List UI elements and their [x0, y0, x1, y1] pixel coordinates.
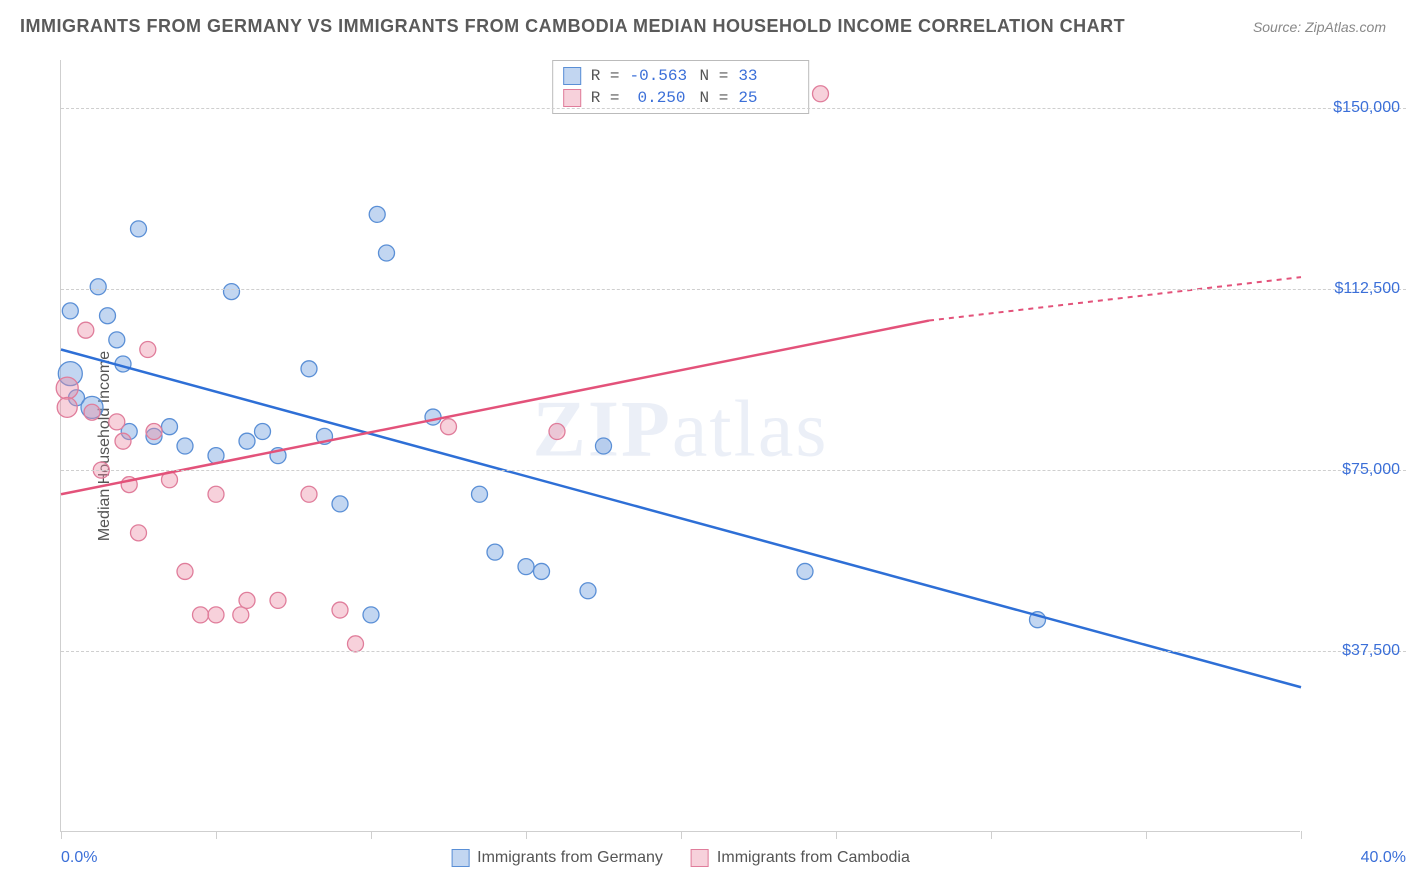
scatter-point-germany — [239, 433, 255, 449]
scatter-point-cambodia — [208, 486, 224, 502]
x-tick — [1301, 831, 1302, 839]
plot-svg — [61, 60, 1300, 831]
scatter-point-germany — [363, 607, 379, 623]
scatter-point-germany — [797, 563, 813, 579]
y-tick-label: $150,000 — [1333, 99, 1400, 117]
scatter-point-germany — [596, 438, 612, 454]
y-tick-label: $112,500 — [1334, 280, 1400, 298]
chart-title: IMMIGRANTS FROM GERMANY VS IMMIGRANTS FR… — [20, 16, 1125, 37]
scatter-point-germany — [177, 438, 193, 454]
scatter-point-germany — [472, 486, 488, 502]
gridline-h — [61, 651, 1406, 652]
scatter-point-germany — [62, 303, 78, 319]
y-tick-label: $75,000 — [1342, 461, 1400, 479]
legend-swatch-germany — [451, 849, 469, 867]
scatter-point-cambodia — [57, 397, 77, 417]
scatter-point-germany — [100, 308, 116, 324]
scatter-point-cambodia — [233, 607, 249, 623]
x-tick — [836, 831, 837, 839]
legend-swatch-cambodia — [691, 849, 709, 867]
scatter-point-germany — [580, 583, 596, 599]
x-axis-max-label: 40.0% — [1361, 849, 1406, 867]
scatter-point-germany — [162, 419, 178, 435]
scatter-point-germany — [487, 544, 503, 560]
scatter-point-cambodia — [177, 563, 193, 579]
legend-label-germany: Immigrants from Germany — [477, 849, 663, 867]
legend-item-germany: Immigrants from Germany — [451, 849, 663, 867]
x-tick — [681, 831, 682, 839]
scatter-point-cambodia — [239, 592, 255, 608]
scatter-point-cambodia — [140, 342, 156, 358]
scatter-point-cambodia — [270, 592, 286, 608]
scatter-point-cambodia — [115, 433, 131, 449]
scatter-point-cambodia — [208, 607, 224, 623]
scatter-point-germany — [224, 284, 240, 300]
x-tick — [371, 831, 372, 839]
gridline-h — [61, 289, 1406, 290]
scatter-point-cambodia — [441, 419, 457, 435]
scatter-point-germany — [131, 221, 147, 237]
x-tick — [61, 831, 62, 839]
scatter-point-cambodia — [348, 636, 364, 652]
x-tick — [991, 831, 992, 839]
scatter-point-cambodia — [56, 377, 78, 399]
scatter-point-cambodia — [549, 424, 565, 440]
trend-line-dashed-cambodia — [929, 277, 1301, 320]
bottom-legend: Immigrants from Germany Immigrants from … — [451, 849, 910, 867]
scatter-point-cambodia — [332, 602, 348, 618]
scatter-point-germany — [379, 245, 395, 261]
gridline-h — [61, 108, 1406, 109]
source-label: Source: ZipAtlas.com — [1253, 19, 1386, 35]
scatter-point-germany — [534, 563, 550, 579]
scatter-point-germany — [301, 361, 317, 377]
scatter-point-germany — [425, 409, 441, 425]
scatter-point-germany — [90, 279, 106, 295]
x-tick — [1146, 831, 1147, 839]
scatter-point-germany — [255, 424, 271, 440]
scatter-point-cambodia — [193, 607, 209, 623]
scatter-point-cambodia — [78, 322, 94, 338]
scatter-point-germany — [518, 559, 534, 575]
scatter-point-cambodia — [813, 86, 829, 102]
scatter-point-cambodia — [301, 486, 317, 502]
trend-line-germany — [61, 350, 1301, 688]
scatter-point-cambodia — [131, 525, 147, 541]
scatter-point-cambodia — [146, 424, 162, 440]
scatter-point-germany — [369, 206, 385, 222]
scatter-point-germany — [332, 496, 348, 512]
scatter-point-cambodia — [109, 414, 125, 430]
legend-item-cambodia: Immigrants from Cambodia — [691, 849, 910, 867]
x-axis-min-label: 0.0% — [61, 849, 97, 867]
scatter-point-germany — [109, 332, 125, 348]
x-tick — [526, 831, 527, 839]
y-tick-label: $37,500 — [1342, 642, 1400, 660]
scatter-point-cambodia — [84, 404, 100, 420]
legend-label-cambodia: Immigrants from Cambodia — [717, 849, 910, 867]
x-tick — [216, 831, 217, 839]
chart-plot-area: ZIPatlas R = -0.563 N = 33 R = 0.250 N =… — [60, 60, 1300, 832]
gridline-h — [61, 470, 1406, 471]
